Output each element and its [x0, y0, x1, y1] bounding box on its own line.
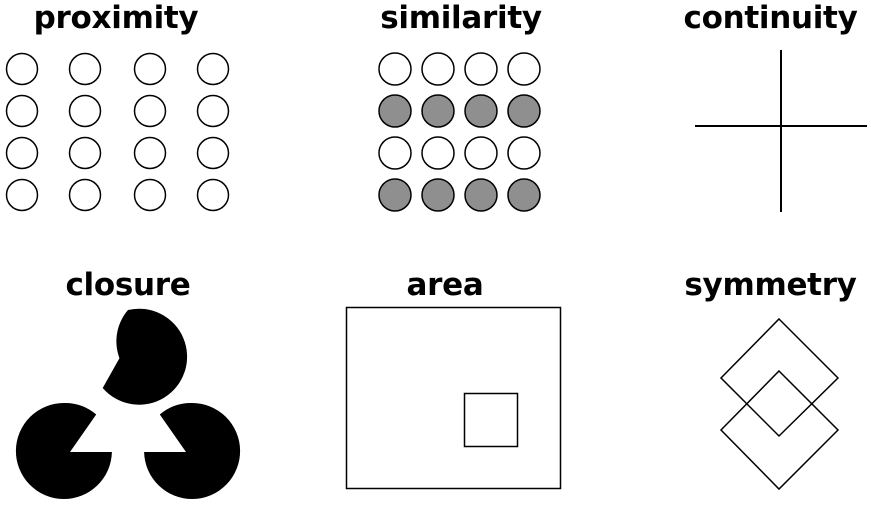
proximity-circle [68, 136, 102, 170]
proximity-circle [196, 52, 230, 86]
similarity-filled-circle [378, 94, 412, 128]
symmetry-figure [719, 317, 840, 491]
symmetry-bottom-diamond [719, 369, 840, 491]
similarity-circle [421, 52, 455, 86]
area-small-square [463, 392, 519, 448]
proximity-circle [5, 178, 39, 212]
proximity-figure [5, 52, 230, 212]
similarity-filled-circle [421, 94, 455, 128]
similarity-filled-circle [464, 94, 498, 128]
proximity-circle [196, 136, 230, 170]
proximity-circle [133, 94, 167, 128]
closure-bottom-left-disc [15, 402, 112, 499]
area-figure [345, 306, 562, 490]
proximity-circle [68, 52, 102, 86]
similarity-circle [378, 52, 412, 86]
proximity-circle [68, 94, 102, 128]
similarity-figure [378, 52, 541, 212]
proximity-circle [196, 94, 230, 128]
area-title: area [406, 267, 484, 303]
proximity-circle [133, 178, 167, 212]
similarity-circle [421, 136, 455, 170]
proximity-circle [196, 178, 230, 212]
continuity-title: continuity [683, 0, 858, 36]
similarity-circle [507, 52, 541, 86]
similarity-filled-circle [507, 94, 541, 128]
proximity-circle [133, 136, 167, 170]
closure-figure [15, 308, 241, 499]
similarity-circle [378, 136, 412, 170]
area-large-square [345, 306, 562, 490]
proximity-circle [5, 94, 39, 128]
proximity-circle [5, 136, 39, 170]
symmetry-title: symmetry [684, 267, 857, 303]
proximity-circle [133, 52, 167, 86]
symmetry-top-diamond [719, 317, 840, 438]
closure-title: closure [65, 267, 191, 303]
similarity-title: similarity [380, 0, 542, 36]
similarity-filled-circle [421, 178, 455, 212]
proximity-circle [68, 178, 102, 212]
closure-bottom-right-disc [144, 402, 241, 499]
similarity-filled-circle [464, 178, 498, 212]
similarity-filled-circle [378, 178, 412, 212]
continuity-figure [695, 50, 867, 212]
proximity-circle [5, 52, 39, 86]
similarity-circle [464, 136, 498, 170]
proximity-title: proximity [33, 0, 199, 36]
similarity-circle [464, 52, 498, 86]
similarity-circle [507, 136, 541, 170]
similarity-filled-circle [507, 178, 541, 212]
closure-top-disc [102, 308, 188, 405]
